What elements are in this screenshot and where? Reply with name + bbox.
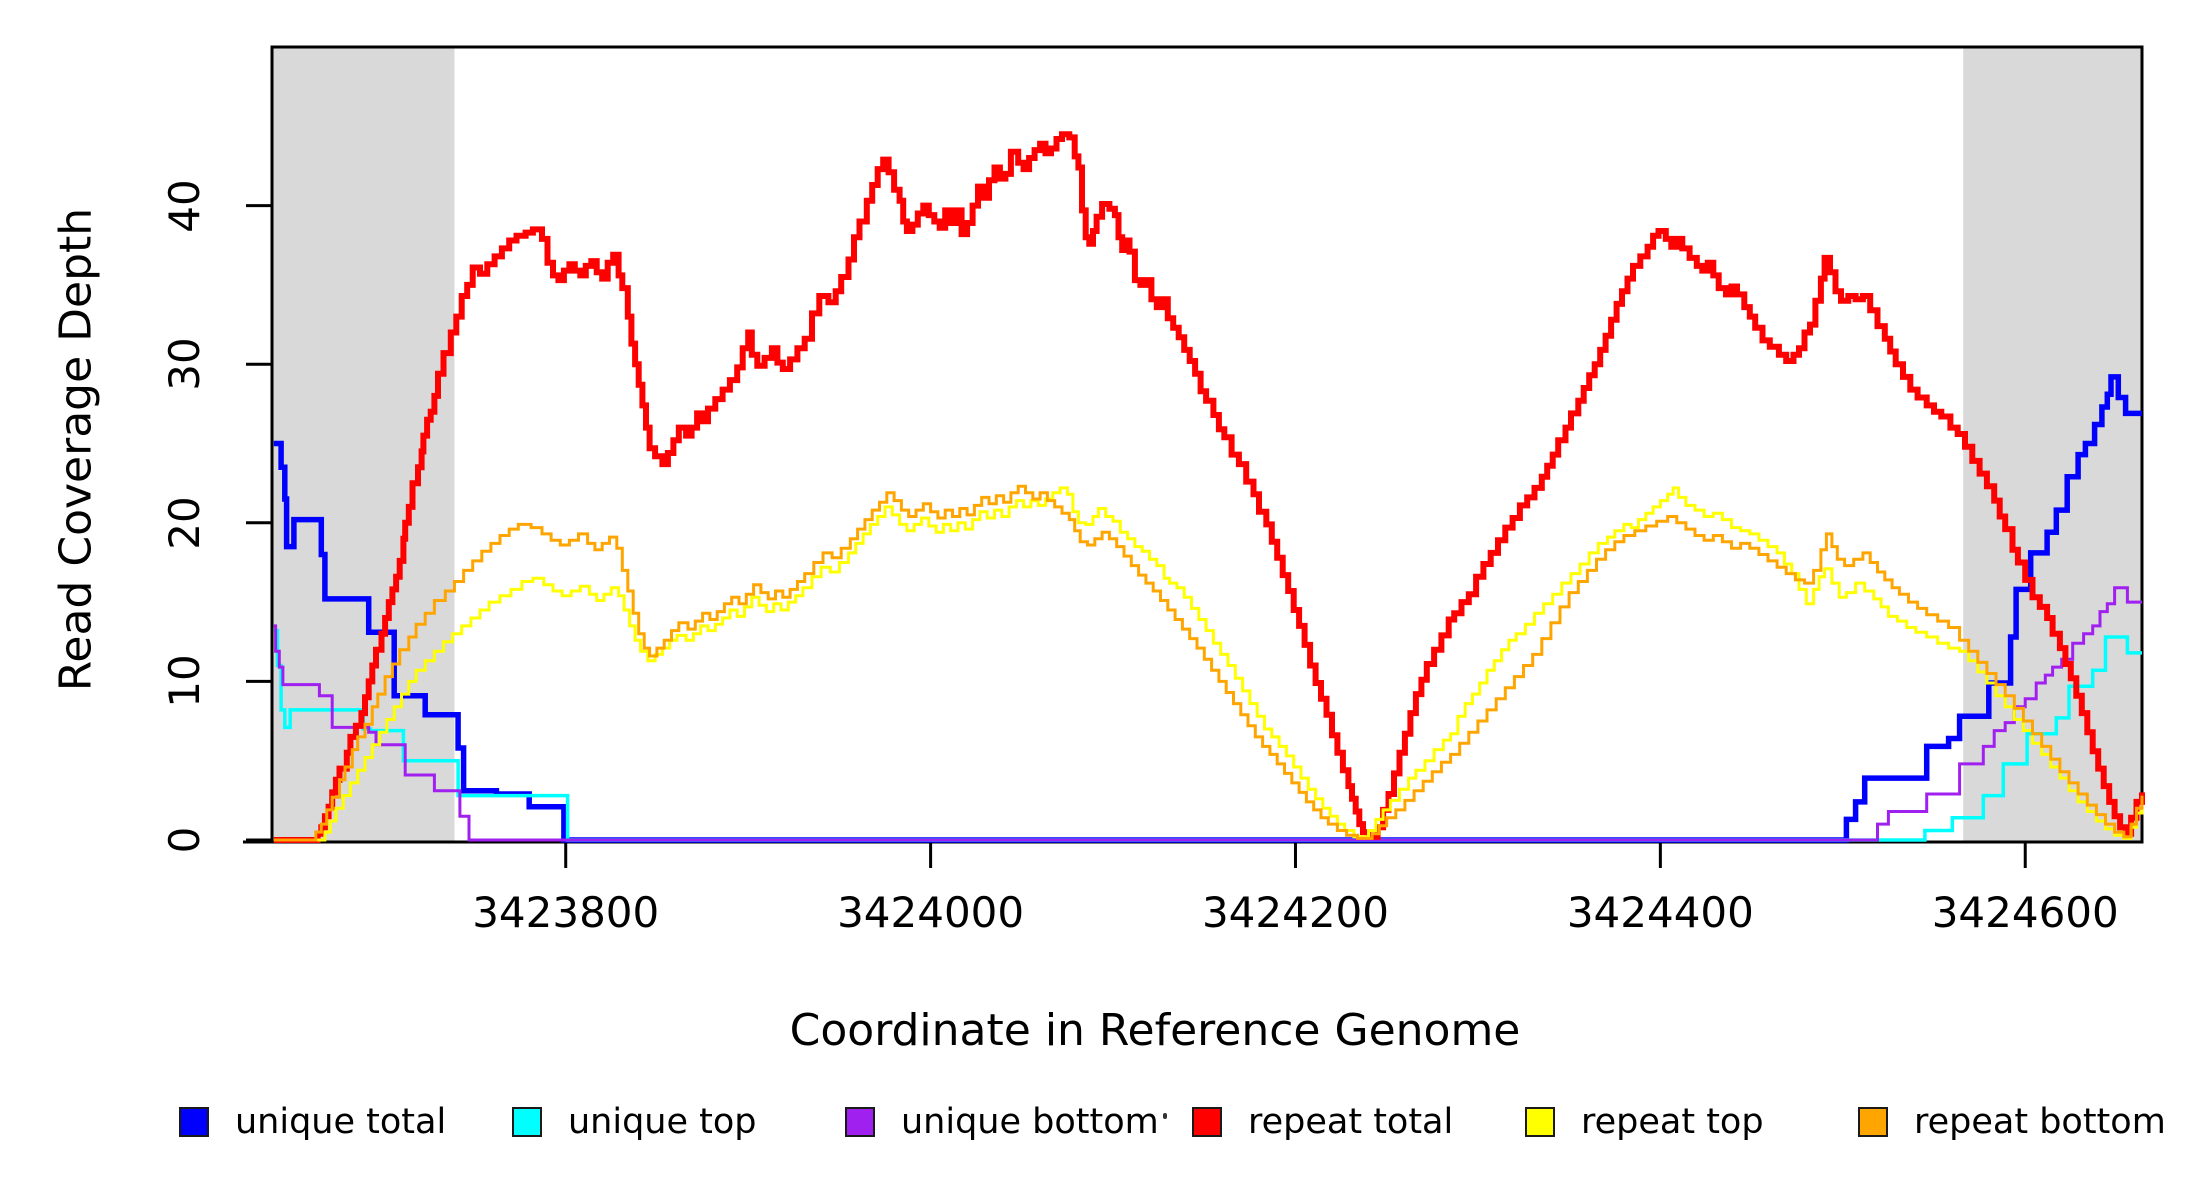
series-line-repeat-total[interactable]: [273, 131, 2145, 843]
series-line-unique-top[interactable]: [273, 628, 2142, 842]
y-axis-label: Read Coverage Depth: [50, 207, 102, 692]
series-line-unique-bottom[interactable]: [273, 586, 2142, 842]
series-line-repeat-top[interactable]: [273, 486, 2144, 842]
x-tick-label: 3424000: [837, 888, 1025, 937]
x-tick-label: 3424400: [1566, 888, 1754, 937]
y-tick-label: 40: [160, 178, 209, 233]
stray-mark: [1163, 1113, 1167, 1119]
series-line-unique-total[interactable]: [273, 374, 2142, 843]
plot-box: [270, 45, 2144, 844]
x-axis-label: Coordinate in Reference Genome: [789, 1005, 1521, 1056]
shaded-region-1: [1963, 47, 2142, 842]
x-tick-label: 3424600: [1931, 888, 2119, 937]
series-line-repeat-bottom[interactable]: [273, 484, 2144, 842]
x-tick-label: 3423800: [472, 888, 660, 937]
x-tick-label: 3424200: [1201, 888, 1389, 937]
